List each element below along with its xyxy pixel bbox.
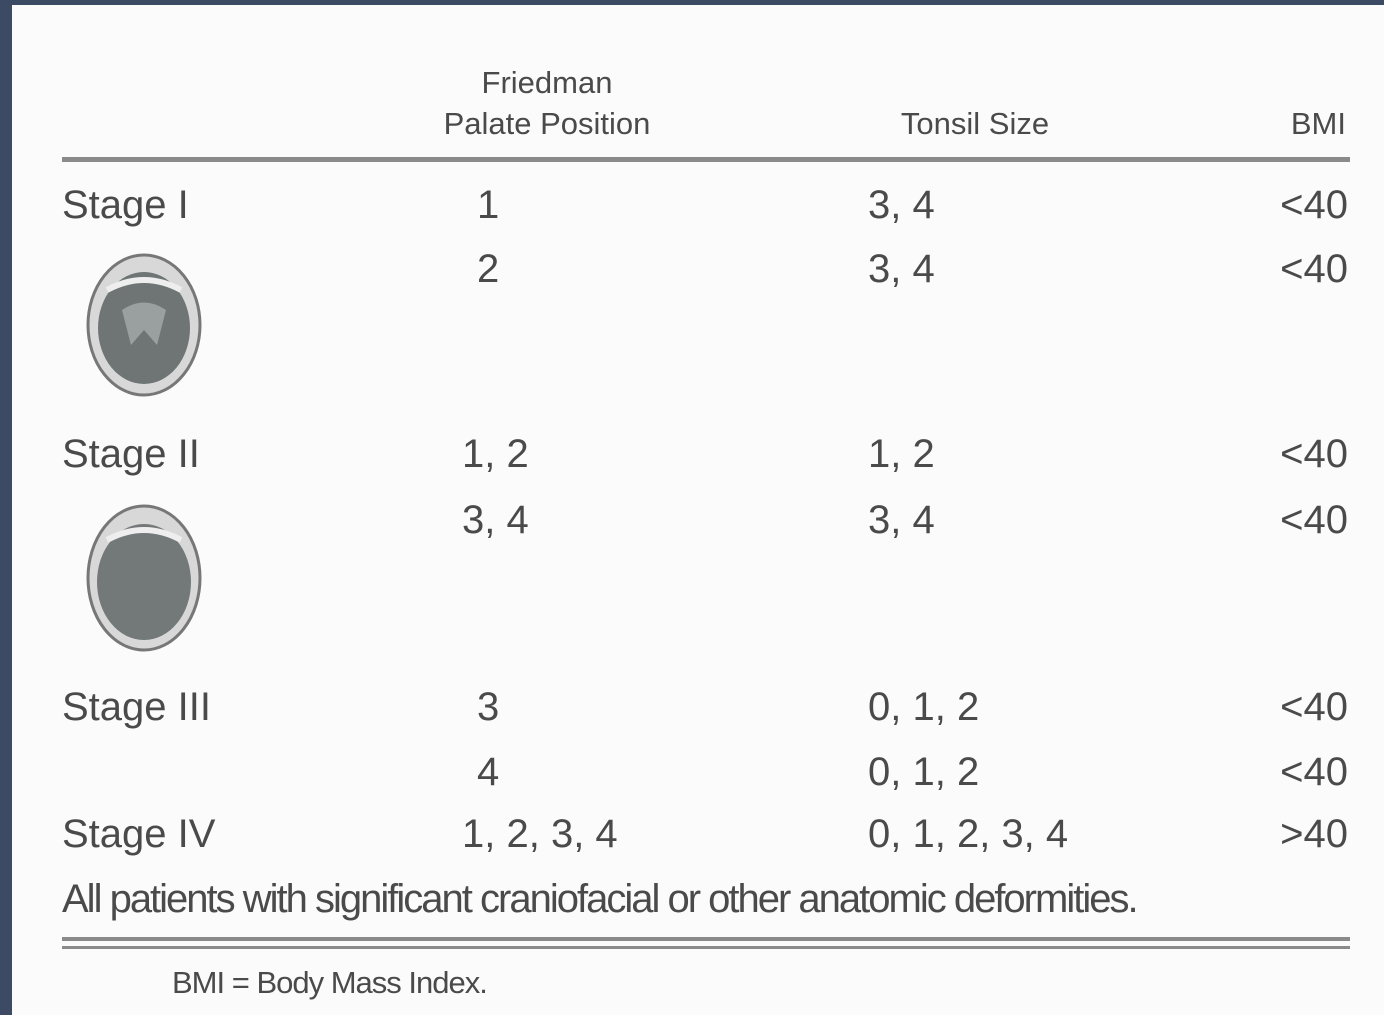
header-bmi: BMI xyxy=(1290,106,1346,141)
palate-cell: 3 xyxy=(477,685,500,729)
header-palate-1: Friedman xyxy=(481,65,613,100)
footnote: BMI = Body Mass Index. xyxy=(172,965,488,1000)
stage-label: Stage II xyxy=(62,432,200,476)
palate-cell: 1, 2, 3, 4 xyxy=(462,812,618,856)
tonsil-cell: 0, 1, 2 xyxy=(868,750,980,794)
mouth-icon xyxy=(86,504,202,652)
bmi-cell: <40 xyxy=(1280,498,1348,542)
palate-cell: 2 xyxy=(477,247,500,291)
palate-cell: 3, 4 xyxy=(462,498,529,542)
bmi-cell: <40 xyxy=(1280,432,1348,476)
tonsil-cell: 3, 4 xyxy=(868,247,935,291)
stage-label: Stage IV xyxy=(62,812,216,856)
tonsil-cell: 0, 1, 2 xyxy=(868,685,980,729)
document: Friedman Palate Position Tonsil Size BMI… xyxy=(12,5,1384,1015)
bmi-cell: <40 xyxy=(1280,685,1348,729)
bmi-cell: <40 xyxy=(1280,750,1348,794)
stage-label: Stage III xyxy=(62,685,211,729)
tonsil-cell: 3, 4 xyxy=(868,498,935,542)
palate-cell: 4 xyxy=(477,750,500,794)
bmi-cell: <40 xyxy=(1280,183,1348,227)
bottom-rule xyxy=(62,937,1350,941)
bmi-cell: <40 xyxy=(1280,247,1348,291)
bmi-cell: >40 xyxy=(1280,812,1348,856)
header-tonsil: Tonsil Size xyxy=(900,106,1050,141)
bottom-rule xyxy=(62,946,1350,949)
tonsil-cell: 0, 1, 2, 3, 4 xyxy=(868,812,1069,856)
note: All patients with significant craniofaci… xyxy=(62,877,1139,921)
header-palate-2: Palate Position xyxy=(443,106,651,141)
stage-label: Stage I xyxy=(62,183,189,227)
palate-cell: 1, 2 xyxy=(462,432,529,476)
palate-cell: 1 xyxy=(477,183,500,227)
header-rule xyxy=(62,157,1350,162)
tonsil-cell: 1, 2 xyxy=(868,432,935,476)
tonsil-cell: 3, 4 xyxy=(868,183,935,227)
mouth-icon xyxy=(86,253,202,397)
